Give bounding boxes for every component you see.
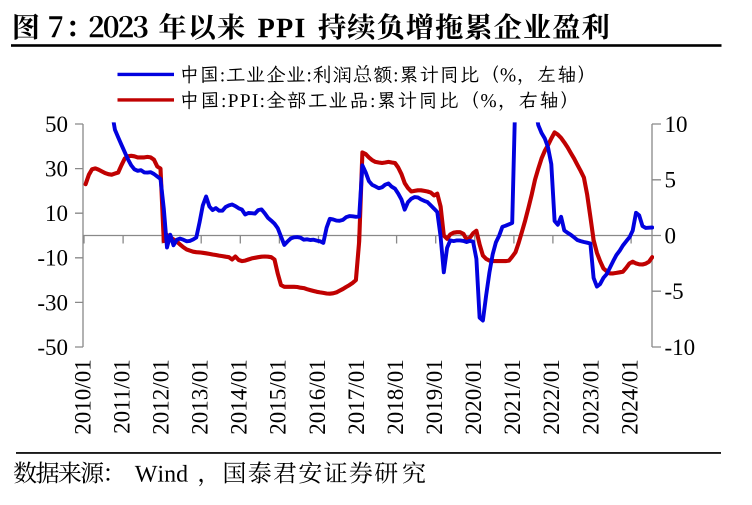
svg-text:2013/01: 2013/01 bbox=[188, 359, 213, 434]
svg-text:2012/01: 2012/01 bbox=[149, 359, 174, 434]
svg-text:2021/01: 2021/01 bbox=[500, 359, 525, 434]
svg-text:10: 10 bbox=[45, 201, 68, 226]
svg-text:-10: -10 bbox=[37, 246, 68, 271]
svg-text:2011/01: 2011/01 bbox=[109, 359, 134, 434]
svg-text:5: 5 bbox=[665, 168, 677, 193]
svg-text:50: 50 bbox=[45, 112, 68, 137]
svg-text:10: 10 bbox=[665, 112, 688, 137]
svg-text:2023/01: 2023/01 bbox=[578, 359, 603, 434]
svg-text:-10: -10 bbox=[665, 335, 696, 360]
svg-text:2017/01: 2017/01 bbox=[344, 359, 369, 434]
svg-text:0: 0 bbox=[665, 223, 677, 248]
svg-text:30: 30 bbox=[45, 157, 68, 182]
svg-text:2016/01: 2016/01 bbox=[305, 359, 330, 434]
svg-text:2018/01: 2018/01 bbox=[383, 359, 408, 434]
svg-text:2024/01: 2024/01 bbox=[617, 359, 642, 434]
svg-text:-5: -5 bbox=[665, 279, 684, 304]
svg-text:-50: -50 bbox=[37, 335, 68, 360]
svg-text:2019/01: 2019/01 bbox=[422, 359, 447, 434]
svg-text:2015/01: 2015/01 bbox=[266, 359, 291, 434]
svg-text:2010/01: 2010/01 bbox=[70, 359, 95, 434]
svg-text:2020/01: 2020/01 bbox=[461, 359, 486, 434]
svg-text:-30: -30 bbox=[37, 290, 68, 315]
svg-text:2014/01: 2014/01 bbox=[227, 359, 252, 434]
svg-text:2022/01: 2022/01 bbox=[539, 359, 564, 434]
